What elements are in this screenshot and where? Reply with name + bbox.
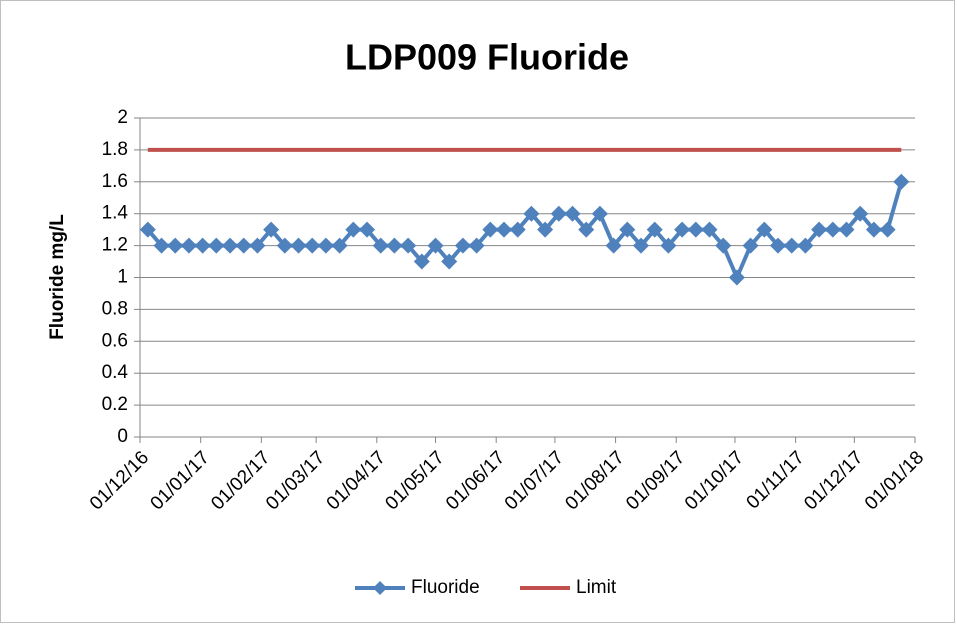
data-point (646, 221, 663, 238)
data-point (222, 237, 239, 254)
y-tick-label: 0.6 (102, 330, 128, 351)
data-point (413, 253, 430, 270)
y-tick-label: 0.2 (102, 394, 128, 415)
data-point (893, 173, 910, 190)
data-point (427, 237, 444, 254)
data-point (537, 221, 554, 238)
data-point (194, 237, 211, 254)
data-point (180, 237, 197, 254)
data-point (359, 221, 376, 238)
data-point (496, 221, 513, 238)
data-point (208, 237, 225, 254)
y-tick-label: 2 (117, 107, 128, 128)
chart-title: LDP009 Fluoride (345, 37, 629, 78)
data-point (454, 237, 471, 254)
data-point (564, 205, 581, 222)
data-point (331, 237, 348, 254)
legend-label: Limit (576, 577, 617, 598)
data-point (605, 237, 622, 254)
y-tick-label: 1 (117, 267, 128, 288)
data-point (879, 221, 896, 238)
data-point (852, 205, 869, 222)
data-point (865, 221, 882, 238)
data-point (578, 221, 595, 238)
y-tick-label: 1.4 (102, 203, 129, 224)
data-point (276, 237, 293, 254)
data-point (715, 237, 732, 254)
y-axis-label: Fluoride mg/L (47, 214, 68, 340)
data-point (660, 237, 677, 254)
y-tick-label: 0.4 (102, 362, 129, 383)
y-tick-label: 0.8 (102, 298, 128, 319)
data-point (591, 205, 608, 222)
y-tick-label: 0 (117, 426, 128, 447)
data-point (468, 237, 485, 254)
y-tick-label: 1.2 (102, 235, 128, 256)
data-point (633, 237, 650, 254)
data-point (838, 221, 855, 238)
data-point (728, 269, 745, 286)
data-point (797, 237, 814, 254)
data-point (550, 205, 567, 222)
data-point (167, 237, 184, 254)
y-tick-label: 1.6 (102, 171, 128, 192)
data-point (687, 221, 704, 238)
data-point (304, 237, 321, 254)
data-point (756, 221, 773, 238)
data-point (263, 221, 280, 238)
data-point (482, 221, 499, 238)
data-point (249, 237, 266, 254)
data-point (235, 237, 252, 254)
data-point (153, 237, 170, 254)
data-point (386, 237, 403, 254)
data-point (372, 237, 389, 254)
data-point (742, 237, 759, 254)
data-point (783, 237, 800, 254)
data-point (770, 237, 787, 254)
data-point (441, 253, 458, 270)
data-point (674, 221, 691, 238)
legend-label: Fluoride (411, 577, 480, 598)
data-point (400, 237, 417, 254)
data-point (139, 221, 156, 238)
legend-marker (373, 581, 387, 595)
data-point (619, 221, 636, 238)
data-point (345, 221, 362, 238)
data-point (523, 205, 540, 222)
data-point (509, 221, 526, 238)
data-point (701, 221, 718, 238)
data-point (317, 237, 334, 254)
y-tick-label: 1.8 (102, 139, 128, 160)
data-point (824, 221, 841, 238)
data-point (811, 221, 828, 238)
data-point (290, 237, 307, 254)
